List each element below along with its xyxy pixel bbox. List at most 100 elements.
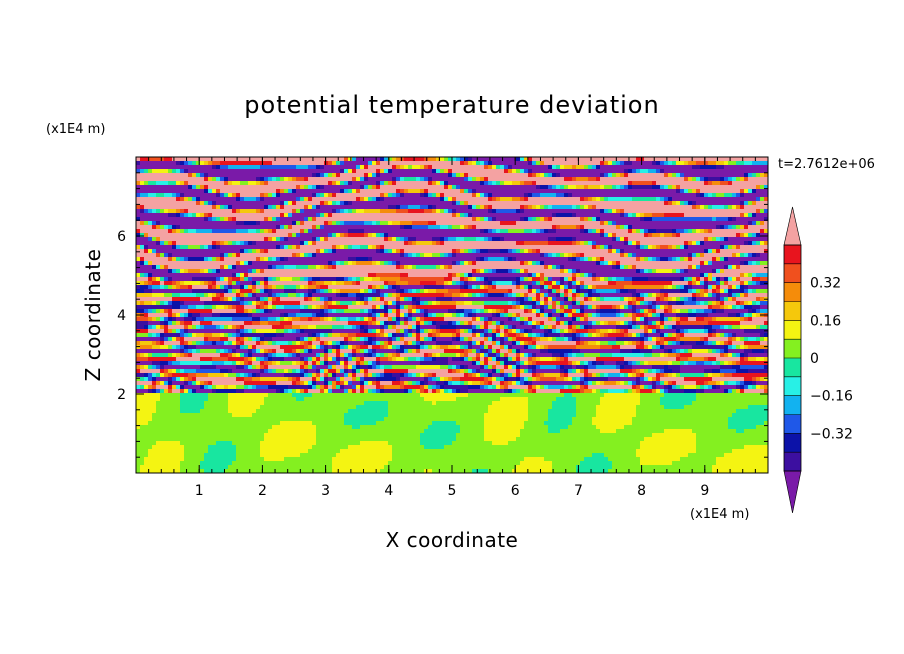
field-cell xyxy=(144,273,149,278)
field-cell xyxy=(708,165,713,170)
field-cell xyxy=(392,261,397,266)
field-cell xyxy=(680,177,685,182)
field-cell xyxy=(172,249,177,254)
field-cell xyxy=(648,241,653,246)
field-cell xyxy=(268,209,273,214)
field-cell xyxy=(240,169,245,174)
field-cell xyxy=(488,213,493,218)
field-cell xyxy=(564,225,569,230)
field-cell xyxy=(336,237,341,242)
field-cell xyxy=(744,209,749,214)
field-cell xyxy=(580,205,585,210)
field-cell xyxy=(268,173,273,178)
field-cell xyxy=(460,253,465,258)
field-cell xyxy=(320,217,325,222)
field-cell xyxy=(480,205,485,210)
field-cell xyxy=(724,189,729,194)
field-cell xyxy=(692,229,697,234)
field-cell xyxy=(648,181,653,186)
field-cell xyxy=(596,173,601,178)
field-cell xyxy=(648,233,653,238)
field-cell xyxy=(692,237,697,242)
field-cell xyxy=(284,257,289,262)
field-cell xyxy=(288,189,293,194)
field-cell xyxy=(252,221,257,226)
field-cell xyxy=(192,245,197,250)
field-cell xyxy=(764,229,768,234)
field-cell xyxy=(280,245,285,250)
field-cell xyxy=(228,157,233,162)
field-cell xyxy=(192,177,197,182)
field-cell xyxy=(256,225,261,230)
field-cell xyxy=(496,217,501,222)
field-cell xyxy=(628,245,633,250)
field-cell xyxy=(524,261,529,266)
field-cell xyxy=(376,181,381,186)
field-cell xyxy=(600,213,605,218)
field-cell xyxy=(328,217,333,222)
field-cell xyxy=(272,177,277,182)
field-cell xyxy=(584,173,589,178)
field-cell xyxy=(164,173,169,178)
field-cell xyxy=(220,261,225,266)
field-cell xyxy=(152,253,157,258)
field-cell xyxy=(184,181,189,186)
field-cell xyxy=(516,197,521,202)
field-cell xyxy=(748,173,753,178)
field-cell xyxy=(540,197,545,202)
field-cell xyxy=(472,213,477,218)
field-cell xyxy=(196,169,201,174)
field-cell xyxy=(760,201,765,206)
field-cell xyxy=(688,165,693,170)
field-cell xyxy=(440,225,445,230)
field-cell xyxy=(352,237,357,242)
field-cell xyxy=(732,265,737,270)
field-cell xyxy=(584,181,589,186)
field-cell xyxy=(764,269,768,274)
field-cell xyxy=(640,245,645,250)
field-cell xyxy=(248,161,253,166)
field-cell xyxy=(156,177,161,182)
field-cell xyxy=(516,281,521,286)
field-cell xyxy=(328,185,333,190)
field-cell xyxy=(624,205,629,210)
field-cell xyxy=(248,233,253,238)
field-cell xyxy=(444,165,449,170)
field-cell xyxy=(296,165,301,170)
field-cell xyxy=(428,165,433,170)
field-cell xyxy=(368,253,373,258)
field-cell xyxy=(728,225,733,230)
field-cell xyxy=(628,197,633,202)
field-cell xyxy=(188,245,193,250)
field-cell xyxy=(380,233,385,238)
field-cell xyxy=(660,225,665,230)
field-cell xyxy=(152,277,157,282)
field-cell xyxy=(332,205,337,210)
field-cell xyxy=(160,241,165,246)
field-cell xyxy=(548,237,553,242)
field-cell xyxy=(160,201,165,206)
field-cell xyxy=(360,169,365,174)
field-cell xyxy=(232,237,237,242)
field-cell xyxy=(500,165,505,170)
field-cell xyxy=(360,225,365,230)
field-cell xyxy=(176,281,181,286)
field-cell xyxy=(496,185,501,190)
field-cell xyxy=(656,185,661,190)
field-cell xyxy=(156,193,161,198)
field-cell xyxy=(192,161,197,166)
field-cell xyxy=(500,201,505,206)
field-cell xyxy=(136,245,141,250)
field-cell xyxy=(412,221,417,226)
field-cell xyxy=(396,189,401,194)
field-cell xyxy=(160,273,165,278)
field-cell xyxy=(476,277,481,282)
field-cell xyxy=(284,165,289,170)
field-cell xyxy=(692,253,697,258)
field-cell xyxy=(204,205,209,210)
field-cell xyxy=(240,209,245,214)
field-cell xyxy=(668,205,673,210)
field-cell xyxy=(352,261,357,266)
field-cell xyxy=(440,269,445,274)
field-cell xyxy=(520,225,525,230)
